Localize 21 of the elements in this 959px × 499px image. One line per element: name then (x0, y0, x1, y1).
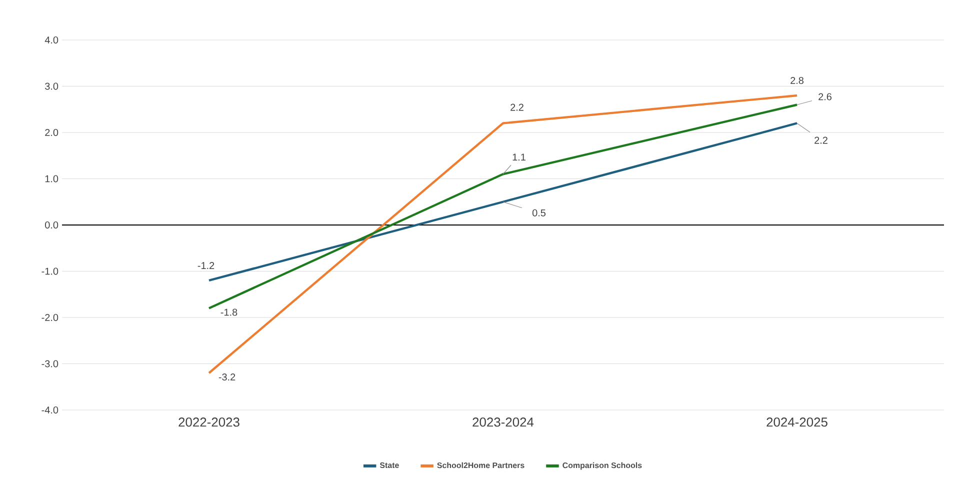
data-label: -1.2 (198, 262, 214, 269)
y-tick-label: -1.0 (42, 268, 58, 275)
y-tick-label: -2.0 (42, 314, 58, 322)
y-tick-label: -3.0 (42, 360, 58, 368)
data-label: 1.1 (512, 154, 526, 161)
data-label: 2.2 (814, 136, 828, 144)
x-tick-label: 2023-2024 (472, 418, 534, 427)
data-label: 2.8 (790, 76, 804, 84)
y-tick-label: 1.0 (45, 175, 58, 182)
data-label: -1.8 (220, 308, 238, 316)
y-tick-label: 2.0 (45, 128, 58, 136)
x-tick-label: 2022-2023 (178, 418, 240, 427)
y-tick-label: 4.0 (44, 36, 58, 44)
data-label: 0.5 (532, 209, 546, 216)
y-tick-label: -4.0 (42, 406, 58, 414)
x-tick-label: 2024-2025 (766, 418, 828, 427)
y-tick-label: 0.0 (45, 221, 58, 229)
y-tick-label: 3.0 (45, 82, 58, 90)
data-label: 2.6 (818, 93, 832, 100)
data-label: 2.2 (510, 104, 524, 111)
data-label: -3.2 (218, 373, 236, 381)
